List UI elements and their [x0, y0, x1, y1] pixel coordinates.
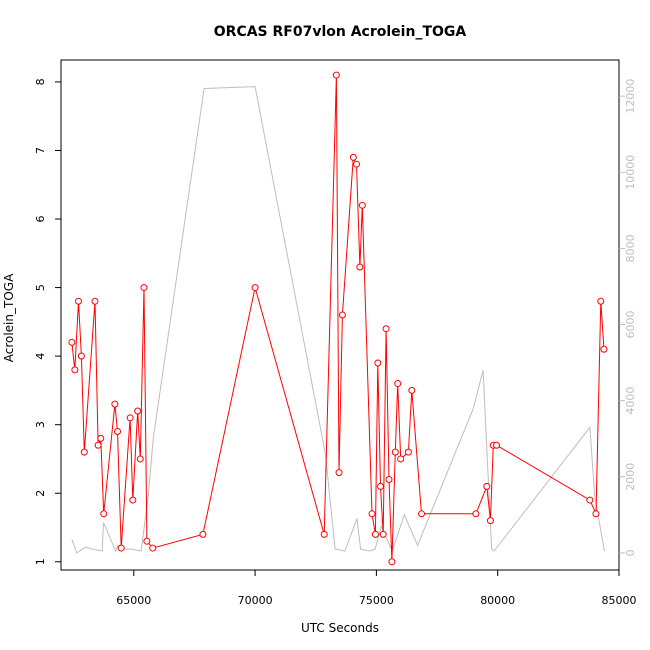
data-point [418, 510, 426, 518]
x-tick-label: 75000 [359, 594, 394, 607]
plot-frame [60, 59, 620, 571]
y2-tick-label: 10000 [624, 155, 637, 190]
x-axis: 65000 70000 75000 80000 85000 [116, 570, 637, 607]
y-tick-label: 4 [34, 353, 47, 360]
data-point [586, 496, 594, 504]
data-point [600, 345, 608, 353]
y-tick-label: 2 [34, 490, 47, 497]
data-point [100, 510, 108, 518]
y-tick-label: 7 [34, 147, 47, 154]
y2-tick-label: 6000 [624, 311, 637, 339]
data-point [472, 510, 480, 518]
y2-tick-label: 2000 [624, 463, 637, 491]
y-tick-label: 8 [34, 78, 47, 85]
data-point [352, 160, 360, 168]
data-point [385, 476, 393, 484]
x-axis-label: UTC Seconds [301, 621, 379, 635]
y-axis: 1 2 3 4 5 6 7 8 [34, 78, 61, 565]
data-point [77, 352, 85, 360]
y-tick-label: 3 [34, 421, 47, 428]
data-point [382, 325, 390, 333]
data-point [91, 297, 99, 305]
y-tick-label: 5 [34, 284, 47, 291]
data-point [394, 380, 402, 388]
data-point [134, 407, 142, 415]
secondary-series [71, 86, 605, 554]
data-point [592, 510, 600, 518]
data-point [483, 482, 491, 490]
data-point [597, 297, 605, 305]
data-point [404, 448, 412, 456]
data-point [199, 530, 207, 538]
data-point [338, 311, 346, 319]
secondary-series-line [71, 86, 605, 554]
data-point [143, 537, 151, 545]
secondary-y-axis: 0 2000 4000 6000 8000 10000 12000 [619, 79, 637, 556]
x-tick-label: 70000 [238, 594, 273, 607]
y-axis-label: Acrolein_TOGA [2, 273, 16, 362]
y2-tick-label: 8000 [624, 234, 637, 262]
data-point [332, 71, 340, 79]
x-tick-label: 65000 [116, 594, 151, 607]
data-point [388, 558, 396, 566]
data-point [368, 510, 376, 518]
y-tick-label: 6 [34, 216, 47, 223]
data-point [349, 153, 357, 161]
primary-series [68, 71, 608, 566]
data-point [129, 496, 137, 504]
data-point [377, 482, 385, 490]
data-point [408, 386, 416, 394]
data-point [374, 359, 382, 367]
y-tick-label: 1 [34, 558, 47, 565]
data-point [356, 263, 364, 271]
y2-tick-label: 12000 [624, 79, 637, 114]
data-point [397, 455, 405, 463]
data-point [126, 414, 134, 422]
data-point [371, 530, 379, 538]
data-point [335, 469, 343, 477]
data-point [320, 530, 328, 538]
data-point [94, 441, 102, 449]
primary-series-line [71, 75, 605, 562]
data-point [251, 284, 259, 292]
data-point [149, 544, 157, 552]
data-point [492, 441, 500, 449]
data-point [136, 455, 144, 463]
data-point [80, 448, 88, 456]
data-point [486, 517, 494, 525]
data-point [71, 366, 79, 374]
data-point [97, 434, 105, 442]
data-point [117, 544, 125, 552]
x-tick-label: 80000 [480, 594, 515, 607]
data-point [358, 201, 366, 209]
data-point [140, 284, 148, 292]
data-point [391, 448, 399, 456]
data-point [379, 530, 387, 538]
data-point [111, 400, 119, 408]
y2-tick-label: 4000 [624, 387, 637, 415]
x-tick-label: 85000 [602, 594, 637, 607]
data-point [114, 428, 122, 436]
y2-tick-label: 0 [624, 549, 637, 556]
data-point [68, 338, 76, 346]
chart-title: ORCAS RF07vlon Acrolein_TOGA [214, 24, 467, 40]
data-point [74, 297, 82, 305]
